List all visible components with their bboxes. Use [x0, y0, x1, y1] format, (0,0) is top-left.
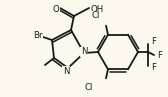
Text: Cl: Cl [85, 83, 93, 91]
Text: F: F [152, 36, 157, 45]
Text: F: F [158, 51, 162, 59]
Text: OH: OH [90, 4, 104, 13]
Text: Br: Br [33, 32, 43, 41]
Text: N: N [81, 48, 87, 56]
Text: O: O [53, 4, 59, 13]
Text: N: N [63, 67, 69, 75]
Text: Cl: Cl [92, 12, 100, 20]
Text: F: F [152, 64, 157, 72]
